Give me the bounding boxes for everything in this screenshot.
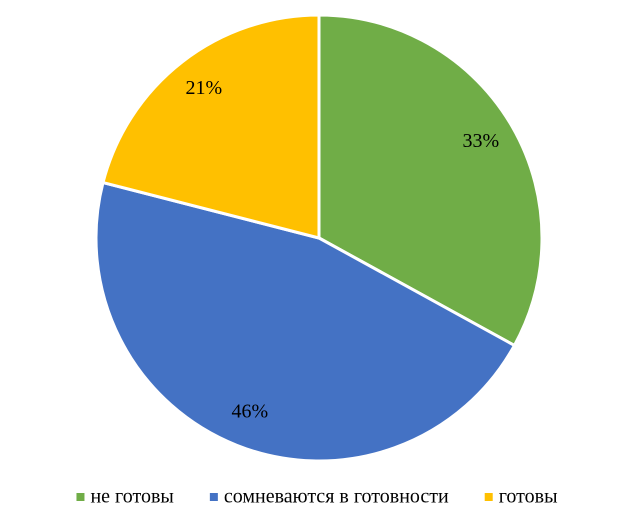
data-label: 33%: [462, 130, 499, 152]
legend-label: не готовы: [90, 486, 173, 508]
legend-swatch: [76, 493, 85, 501]
data-label: 46%: [231, 400, 268, 422]
pie-slice: [94, 180, 517, 463]
pie-slice: [101, 13, 321, 240]
pie-slice: [317, 13, 544, 348]
data-label: 21%: [185, 77, 222, 99]
legend-swatch: [209, 493, 218, 501]
legend-label: сомневаются в готовности: [224, 486, 449, 508]
legend-label: готовы: [499, 486, 558, 508]
legend-swatch: [484, 493, 493, 501]
